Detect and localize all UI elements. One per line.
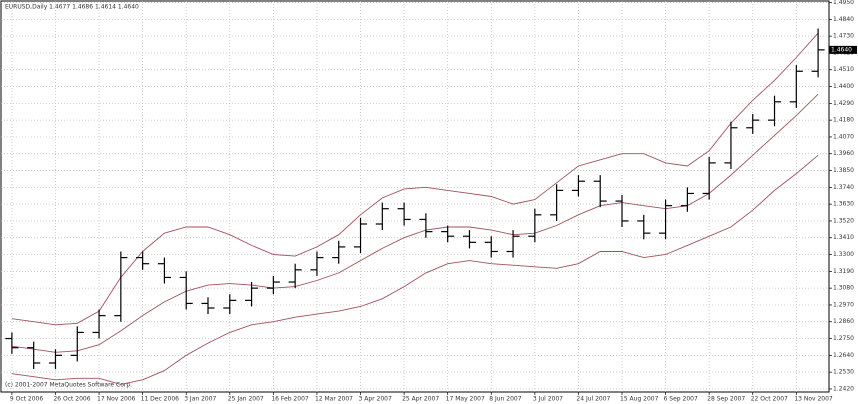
- y-tick-label: 1.2750: [833, 335, 854, 342]
- x-tick-label: 6 Sep 2007: [664, 396, 698, 403]
- y-tick-label: 1.4290: [833, 100, 854, 107]
- x-tick-label: 3 Jan 2007: [184, 396, 216, 403]
- y-tick-label: 1.2640: [833, 352, 854, 359]
- y-tick-label: 1.3410: [833, 234, 854, 241]
- y-tick-label: 1.2420: [833, 385, 854, 392]
- x-tick-label: 17 Nov 2006: [97, 396, 136, 403]
- x-tick-label: 16 Feb 2007: [271, 396, 309, 403]
- bollinger-band: [11, 32, 819, 326]
- x-tick-label: 9 Oct 2006: [10, 396, 43, 403]
- x-tick-label: 15 Aug 2007: [620, 396, 659, 403]
- y-tick-label: 1.4840: [833, 16, 854, 23]
- x-tick-label: 25 Jan 2007: [228, 396, 264, 403]
- x-tick-label: 8 Jun 2007: [489, 396, 521, 403]
- x-tick-label: 28 Sep 2007: [707, 396, 745, 403]
- chart-title: EURUSD,Daily 1.4677 1.4686 1.4614 1.4640: [5, 4, 139, 11]
- y-tick-label: 1.3850: [833, 167, 854, 174]
- y-tick-label: 1.2860: [833, 318, 854, 325]
- x-tick-label: 25 Apr 2007: [402, 396, 439, 403]
- x-tick-label: 13 Nov 2007: [794, 396, 833, 403]
- plot-frame: [0, 0, 830, 393]
- last-price-box: [829, 45, 857, 54]
- copyright: (c) 2001-2007 MetaQuotes Software Corp.: [5, 382, 132, 389]
- x-tick-label: 24 Jul 2007: [576, 396, 610, 403]
- y-tick-label: 1.3080: [833, 285, 854, 292]
- y-tick-label: 1.3630: [833, 201, 854, 208]
- y-tick-label: 1.4730: [833, 33, 854, 40]
- y-tick-label: 1.3190: [833, 268, 854, 275]
- x-tick-label: 22 Oct 2007: [751, 396, 788, 403]
- x-tick-label: 17 May 2007: [446, 396, 485, 403]
- y-tick-label: 1.3520: [833, 217, 854, 224]
- x-tick-label: 3 Jul 2007: [533, 396, 563, 403]
- y-tick-label: 1.4400: [833, 83, 854, 90]
- y-tick-label: 1.4510: [833, 66, 854, 73]
- y-tick-label: 1.3740: [833, 184, 854, 191]
- y-tick-label: 1.4950: [833, 0, 854, 6]
- x-tick-label: 11 Dec 2006: [141, 396, 180, 403]
- x-tick-label: 26 Oct 2006: [53, 396, 90, 403]
- bollinger-band: [11, 154, 819, 385]
- y-tick-label: 1.3960: [833, 150, 854, 157]
- y-tick-label: 1.4070: [833, 133, 854, 140]
- last-price-label: 1.4640: [831, 46, 852, 53]
- y-tick-label: 1.3300: [833, 251, 854, 258]
- y-tick-label: 1.2530: [833, 369, 854, 376]
- y-tick-label: 1.2970: [833, 301, 854, 308]
- x-tick-label: 12 Mar 2007: [315, 396, 353, 403]
- x-tick-label: 3 Apr 2007: [359, 396, 392, 403]
- y-tick-label: 1.4180: [833, 117, 854, 124]
